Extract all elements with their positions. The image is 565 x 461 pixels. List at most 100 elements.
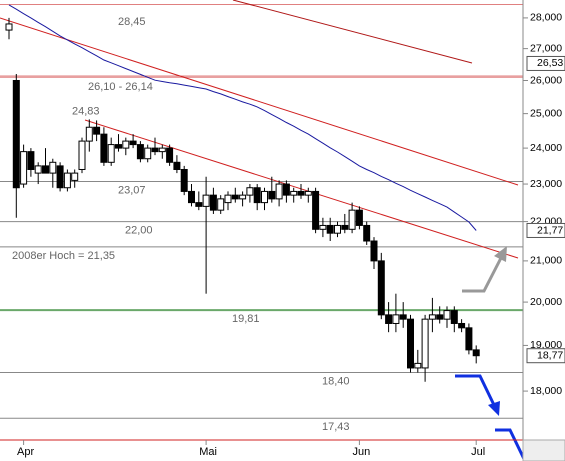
candle-body xyxy=(458,322,466,329)
candle-body xyxy=(5,23,13,31)
candle-body xyxy=(93,126,101,135)
candle-body xyxy=(312,190,320,230)
candle-body xyxy=(231,194,239,200)
arrow xyxy=(462,255,504,293)
candle-body xyxy=(195,202,203,207)
candle-body xyxy=(319,224,327,230)
y-tick-label: 19,000 xyxy=(530,339,562,351)
candle-body xyxy=(450,310,458,324)
candle-body xyxy=(239,194,247,200)
x-tick-label: Jul xyxy=(471,446,485,458)
level-label: 18,40 xyxy=(322,375,350,387)
y-tick-label: 20,000 xyxy=(530,296,562,308)
candle-body xyxy=(209,194,217,211)
y-tick-label: 21,000 xyxy=(530,255,562,267)
candle-body xyxy=(115,144,122,149)
candle-body xyxy=(42,165,49,174)
candle-body xyxy=(217,198,225,211)
candle-body xyxy=(202,194,210,207)
candle-body xyxy=(385,314,393,324)
candle-body xyxy=(297,190,305,196)
trend-line xyxy=(0,17,519,186)
candle-body xyxy=(246,187,254,196)
x-tick-label: Mai xyxy=(199,446,217,458)
price-tag xyxy=(526,222,565,238)
trend-line xyxy=(232,0,473,64)
price-tag-label: 21,77 xyxy=(537,224,563,236)
arrow-head xyxy=(494,246,507,262)
candle-body xyxy=(173,161,181,170)
candle-body xyxy=(180,168,188,192)
candle-body xyxy=(20,151,28,185)
y-tick-label: 23,000 xyxy=(530,178,562,190)
candle-body xyxy=(268,190,276,200)
y-tick-label: 24,000 xyxy=(530,142,562,154)
y-tick-label: 18,000 xyxy=(530,385,562,397)
candle-body xyxy=(282,183,290,196)
candle-body xyxy=(253,187,261,204)
candle-body xyxy=(49,161,57,174)
candle-body xyxy=(363,224,371,242)
candle-body xyxy=(392,314,400,324)
price-tag xyxy=(526,55,565,71)
candle-body xyxy=(188,190,195,204)
candle-body xyxy=(122,140,130,149)
level-label: 22,00 xyxy=(125,225,153,237)
level-label: 2008er Hoch = 21,35 xyxy=(12,250,115,262)
x-tick-label: Apr xyxy=(17,446,34,458)
candle-body xyxy=(414,362,422,369)
candle-body xyxy=(472,349,480,357)
candle-body xyxy=(85,126,93,142)
candle-body xyxy=(290,190,298,196)
candle-body xyxy=(275,183,283,200)
candle-body xyxy=(27,151,35,170)
candle-body xyxy=(355,209,363,226)
candle-body xyxy=(399,314,407,320)
candle-body xyxy=(304,190,312,196)
candle-body xyxy=(348,209,356,230)
candle-body xyxy=(158,147,166,153)
price-tag-label: 26,53 xyxy=(537,57,563,69)
candle-body xyxy=(436,314,444,320)
candle-body xyxy=(407,318,414,369)
candle-body xyxy=(370,240,378,262)
candle-body xyxy=(129,140,137,146)
candle-body xyxy=(377,260,385,316)
level-label: 17,43 xyxy=(322,421,350,433)
candle-body xyxy=(136,144,144,160)
candle-body xyxy=(443,310,451,320)
price-tag xyxy=(526,348,565,364)
x-tick-label: Jun xyxy=(353,446,371,458)
candle-body xyxy=(63,172,71,189)
candle-body xyxy=(144,147,152,160)
arrow xyxy=(495,428,527,461)
candle-body xyxy=(428,314,436,320)
level-label: 28,45 xyxy=(118,16,146,28)
y-tick-label: 25,000 xyxy=(530,107,562,119)
candle-body xyxy=(334,224,341,234)
candle-body xyxy=(465,327,473,351)
y-tick-label: 28,000 xyxy=(530,12,562,24)
candle-body xyxy=(341,224,349,230)
candle-body xyxy=(166,147,174,163)
level-label: 23,07 xyxy=(118,184,146,196)
y-tick-label: 27,000 xyxy=(530,42,562,54)
arrow-head xyxy=(488,401,500,416)
moving-average xyxy=(8,4,477,231)
candle-body xyxy=(224,194,232,204)
candle-body xyxy=(12,80,20,189)
candle-body xyxy=(100,133,108,163)
scroll-control[interactable] xyxy=(522,439,565,461)
candle-body xyxy=(71,172,79,181)
level-label: 24,83 xyxy=(72,105,100,117)
candle-body xyxy=(34,165,42,174)
arrow xyxy=(455,374,496,406)
candle-body xyxy=(421,318,429,369)
candle-body xyxy=(107,144,115,163)
candle-body xyxy=(151,147,159,153)
candle-body xyxy=(261,190,268,204)
candle-body xyxy=(56,165,64,189)
level-label: 26,10 - 26,14 xyxy=(88,81,153,93)
